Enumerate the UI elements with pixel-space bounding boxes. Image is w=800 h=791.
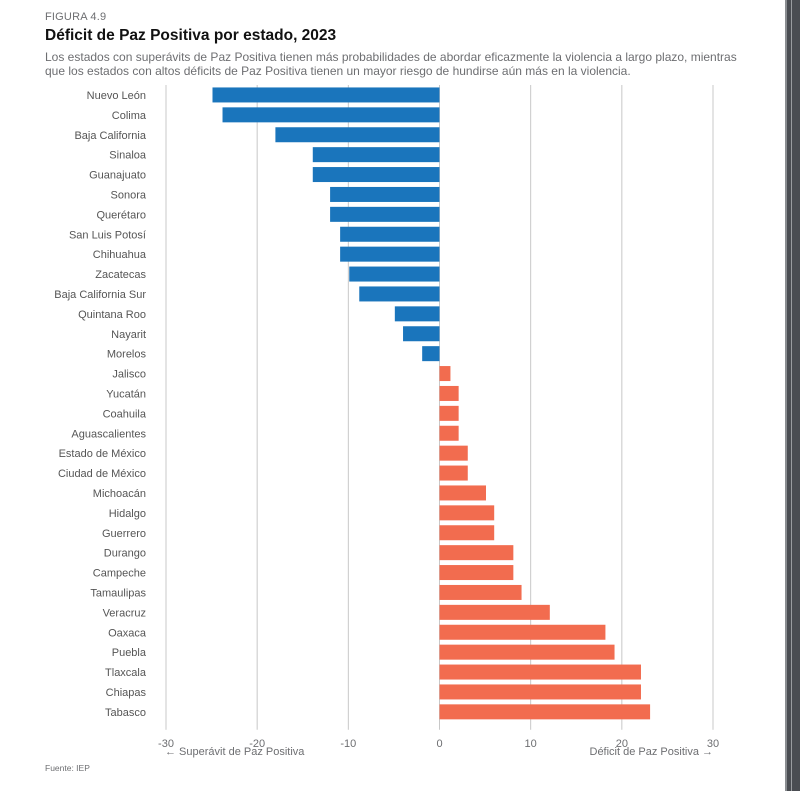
bar: [212, 87, 440, 103]
category-label: Sonora: [111, 189, 147, 201]
category-label: Chihuahua: [93, 249, 147, 261]
category-label: Aguascalientes: [71, 428, 146, 440]
category-labels: Nuevo León Colima Baja California Sinaloa Gu…: [54, 90, 147, 719]
category-label: Coahuila: [103, 408, 147, 420]
x-tick-label: -20: [249, 738, 265, 750]
bar: [349, 266, 440, 282]
bar: [312, 167, 440, 183]
category-label: Jalisco: [112, 369, 146, 381]
category-label: Estado de México: [59, 448, 146, 460]
bar: [439, 465, 468, 481]
bar: [439, 704, 651, 720]
x-tick-label: -30: [158, 738, 174, 750]
category-label: Tamaulipas: [90, 587, 146, 599]
x-tick-label: 20: [616, 738, 628, 750]
category-label: Querétaro: [96, 209, 146, 221]
category-label: Veracruz: [103, 607, 146, 619]
bar: [439, 485, 486, 501]
bar: [439, 545, 514, 561]
bar: [330, 186, 440, 202]
category-label: Nayarit: [111, 329, 146, 341]
bar: [439, 624, 606, 640]
bar: [394, 306, 440, 322]
x-tick-labels: -30 -20 -10 0 10 20 30: [158, 738, 719, 750]
category-label: Chiapas: [106, 687, 147, 699]
bar: [439, 664, 641, 680]
x-tick-label: 30: [707, 738, 719, 750]
category-label: Puebla: [112, 647, 147, 659]
bar: [439, 525, 495, 541]
bar: [439, 584, 522, 600]
category-label: San Luis Potosí: [69, 229, 146, 241]
surplus-direction-label: ← Superávit de Paz Positiva: [165, 746, 305, 758]
category-label: Nuevo León: [87, 90, 146, 102]
bar: [422, 346, 440, 362]
window-edge: [785, 0, 800, 791]
source-note: Fuente: IEP: [45, 763, 90, 773]
bar: [439, 644, 615, 660]
x-tick-label: 0: [436, 738, 442, 750]
category-label: Oaxaca: [108, 627, 147, 639]
bar: [340, 246, 440, 262]
bars: [212, 87, 651, 720]
category-label: Yucatán: [106, 388, 146, 400]
bar: [439, 405, 459, 421]
category-label: Baja California: [74, 130, 146, 142]
bar: [359, 286, 440, 302]
bar: [439, 505, 495, 521]
deficit-direction-label: Déficit de Paz Positiva →: [590, 746, 714, 758]
category-label: Zacatecas: [95, 269, 146, 281]
category-label: Sinaloa: [109, 150, 147, 162]
category-label: Quintana Roo: [78, 309, 146, 321]
category-label: Tlaxcala: [105, 667, 147, 679]
x-tick-label: -10: [340, 738, 356, 750]
category-label: Guanajuato: [89, 170, 146, 182]
category-label: Morelos: [107, 349, 147, 361]
category-label: Colima: [112, 110, 147, 122]
bar: [340, 226, 440, 242]
chart-subtitle: Los estados con superávits de Paz Positi…: [45, 50, 737, 78]
category-label: Hidalgo: [109, 508, 146, 520]
bar: [403, 326, 440, 342]
bar: [439, 366, 451, 382]
category-label: Tabasco: [105, 707, 146, 719]
bar: [439, 604, 550, 620]
category-label: Campeche: [93, 568, 146, 580]
direction-labels: ← Superávit de Paz Positiva Déficit de P…: [165, 746, 713, 758]
bar: [439, 425, 459, 441]
category-label: Guerrero: [102, 528, 146, 540]
category-label: Michoacán: [93, 488, 146, 500]
bar: [312, 147, 440, 163]
bar: [439, 385, 459, 401]
x-tick-label: 10: [525, 738, 537, 750]
bar: [330, 206, 440, 222]
category-label: Ciudad de México: [58, 468, 146, 480]
bar: [439, 565, 514, 581]
bar: [439, 684, 641, 700]
bar: [275, 127, 440, 143]
bar: [439, 445, 468, 461]
category-label: Baja California Sur: [54, 289, 146, 301]
bar: [222, 107, 440, 123]
chart-title: Déficit de Paz Positiva por estado, 2023: [45, 27, 337, 44]
category-label: Durango: [104, 548, 146, 560]
figure-label: FIGURA 4.9: [45, 11, 107, 23]
